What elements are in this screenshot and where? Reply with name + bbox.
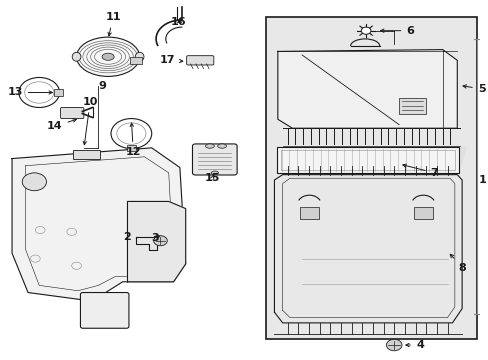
FancyBboxPatch shape — [192, 144, 237, 175]
Text: 10: 10 — [82, 97, 98, 145]
Ellipse shape — [77, 37, 140, 76]
Text: 2: 2 — [122, 232, 130, 242]
FancyBboxPatch shape — [81, 293, 129, 328]
Text: 12: 12 — [125, 123, 141, 157]
Bar — [413, 207, 432, 219]
Text: 13: 13 — [7, 87, 52, 98]
Text: 5: 5 — [462, 84, 485, 94]
Circle shape — [361, 27, 370, 34]
Text: 15: 15 — [204, 173, 220, 183]
Text: 11: 11 — [105, 13, 121, 36]
Polygon shape — [274, 175, 461, 323]
Ellipse shape — [205, 144, 214, 148]
Bar — [126, 145, 136, 152]
Text: 16: 16 — [170, 17, 186, 27]
Text: 3: 3 — [151, 233, 159, 243]
Text: 7: 7 — [402, 164, 437, 178]
FancyBboxPatch shape — [186, 56, 213, 65]
Polygon shape — [12, 148, 185, 300]
Bar — [299, 207, 318, 219]
Ellipse shape — [135, 52, 143, 61]
Polygon shape — [136, 237, 156, 249]
Bar — [130, 58, 142, 64]
Text: 17: 17 — [159, 55, 183, 65]
Polygon shape — [276, 147, 465, 173]
Wedge shape — [153, 236, 167, 246]
Ellipse shape — [72, 52, 81, 61]
Bar — [280, 150, 454, 170]
Circle shape — [22, 173, 46, 191]
Bar — [265, 18, 476, 339]
FancyBboxPatch shape — [61, 108, 83, 118]
Bar — [73, 150, 100, 158]
Bar — [398, 98, 425, 114]
Text: 6: 6 — [380, 26, 413, 36]
Ellipse shape — [217, 144, 226, 148]
Text: 4: 4 — [405, 340, 423, 350]
Wedge shape — [386, 339, 401, 351]
Text: 14: 14 — [47, 119, 76, 131]
Polygon shape — [127, 202, 185, 282]
Bar — [54, 89, 63, 96]
Text: 1: 1 — [478, 175, 486, 185]
Ellipse shape — [211, 171, 218, 175]
Text: 9: 9 — [98, 81, 106, 91]
Text: 8: 8 — [449, 254, 466, 273]
Polygon shape — [277, 50, 456, 128]
Bar — [276, 147, 458, 173]
Ellipse shape — [102, 53, 114, 60]
